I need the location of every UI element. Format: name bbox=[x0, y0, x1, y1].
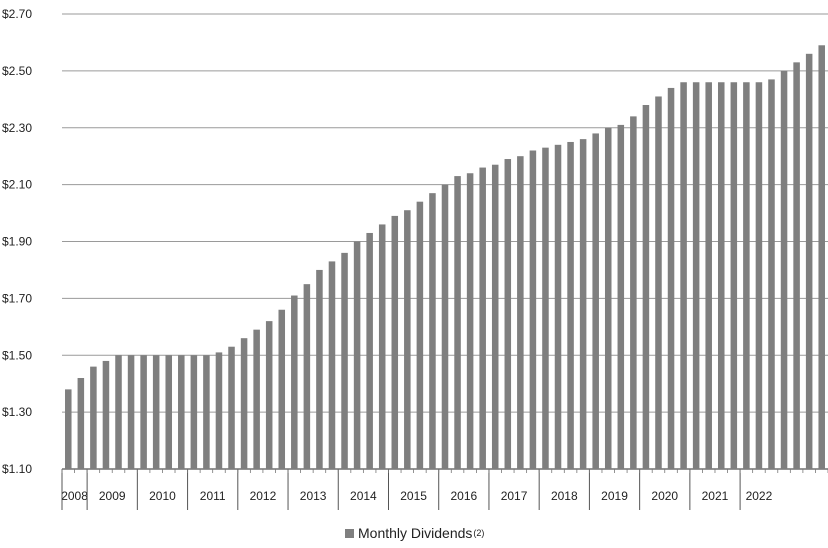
bar bbox=[504, 159, 512, 469]
bar bbox=[667, 87, 675, 469]
bar bbox=[165, 355, 173, 469]
x-axis: 2008 2009 2010 2011 2012 2013 2014 2015 2016 2017… bbox=[61, 469, 828, 510]
bar bbox=[692, 82, 700, 469]
x-year-label: 2010 bbox=[149, 489, 176, 503]
y-tick-label: $2.50 bbox=[2, 64, 32, 78]
bar bbox=[642, 105, 650, 469]
bar bbox=[441, 184, 449, 469]
bar bbox=[65, 389, 72, 469]
bar bbox=[353, 241, 361, 469]
bar bbox=[240, 338, 248, 469]
x-year-label: 2009 bbox=[99, 489, 126, 503]
bar bbox=[491, 164, 499, 469]
bar bbox=[755, 82, 763, 469]
bar bbox=[780, 70, 788, 469]
bar bbox=[203, 355, 210, 469]
bar bbox=[793, 62, 800, 469]
bar bbox=[378, 224, 386, 469]
x-year-label: 2022 bbox=[746, 489, 773, 503]
bar bbox=[152, 355, 160, 469]
y-tick-label: $2.30 bbox=[2, 121, 32, 135]
bar bbox=[278, 309, 286, 469]
bar bbox=[416, 201, 424, 469]
legend-swatch bbox=[345, 528, 354, 538]
x-year-label: 2019 bbox=[601, 489, 628, 503]
bar bbox=[680, 82, 687, 469]
x-year-label: 2014 bbox=[350, 489, 377, 503]
bar bbox=[592, 133, 599, 469]
bar bbox=[805, 53, 813, 469]
bar bbox=[542, 147, 549, 469]
bar bbox=[253, 329, 260, 469]
y-tick-label: $1.10 bbox=[2, 462, 32, 476]
legend-label: Monthly Dividends bbox=[358, 525, 473, 541]
bar bbox=[717, 82, 725, 469]
bar bbox=[366, 232, 373, 469]
bar bbox=[291, 295, 298, 469]
bar bbox=[404, 210, 411, 469]
bar bbox=[316, 269, 323, 469]
bar bbox=[529, 150, 537, 469]
bar bbox=[140, 355, 147, 469]
legend-superscript: (2) bbox=[473, 528, 485, 538]
x-year-label: 2012 bbox=[250, 489, 277, 503]
bar bbox=[730, 82, 738, 469]
x-year-label: 2017 bbox=[501, 489, 528, 503]
x-year-label: 2021 bbox=[702, 489, 729, 503]
bar bbox=[705, 82, 712, 469]
bar bbox=[328, 261, 336, 469]
bar bbox=[90, 366, 97, 469]
bar bbox=[190, 355, 198, 469]
bar bbox=[228, 346, 235, 469]
bar bbox=[178, 355, 185, 469]
bar bbox=[567, 141, 574, 469]
x-year-label: 2011 bbox=[200, 489, 226, 503]
y-axis-labels: $1.10 $1.30 $1.50 $1.70 $1.90 $2.10 $2.30 $2.50… bbox=[2, 7, 32, 476]
bar bbox=[479, 167, 486, 469]
bar bbox=[768, 79, 775, 469]
x-year-label: 2020 bbox=[651, 489, 678, 503]
y-tick-label: $2.10 bbox=[2, 178, 32, 192]
x-year-label: 2016 bbox=[450, 489, 477, 503]
bar bbox=[818, 45, 825, 469]
legend: Monthly Dividends (2) bbox=[345, 525, 484, 541]
y-tick-label: $1.90 bbox=[2, 235, 32, 249]
x-year-label: 2008 bbox=[61, 489, 88, 503]
x-year-label: 2015 bbox=[400, 489, 427, 503]
bar bbox=[303, 284, 311, 469]
bar bbox=[429, 193, 436, 469]
bar bbox=[554, 144, 562, 469]
bar bbox=[630, 116, 637, 469]
bar bbox=[341, 252, 348, 469]
bar bbox=[517, 156, 524, 469]
bar bbox=[579, 139, 587, 469]
y-tick-label: $1.70 bbox=[2, 291, 32, 305]
bar bbox=[743, 82, 750, 469]
bar bbox=[655, 96, 662, 469]
bar bbox=[604, 127, 612, 469]
bar bbox=[265, 321, 273, 469]
bar bbox=[391, 215, 399, 469]
x-year-label: 2018 bbox=[551, 489, 578, 503]
y-tick-label: $2.70 bbox=[2, 7, 32, 21]
y-tick-label: $1.30 bbox=[2, 405, 32, 419]
bar bbox=[454, 176, 461, 469]
bar bbox=[466, 173, 474, 469]
bar bbox=[102, 360, 110, 469]
bar bbox=[77, 378, 85, 469]
bar bbox=[215, 352, 223, 469]
bar bbox=[617, 124, 625, 469]
bar bbox=[127, 355, 135, 469]
bar bbox=[115, 355, 122, 469]
y-tick-label: $1.50 bbox=[2, 348, 32, 362]
x-year-label: 2013 bbox=[300, 489, 327, 503]
bars bbox=[65, 45, 825, 469]
